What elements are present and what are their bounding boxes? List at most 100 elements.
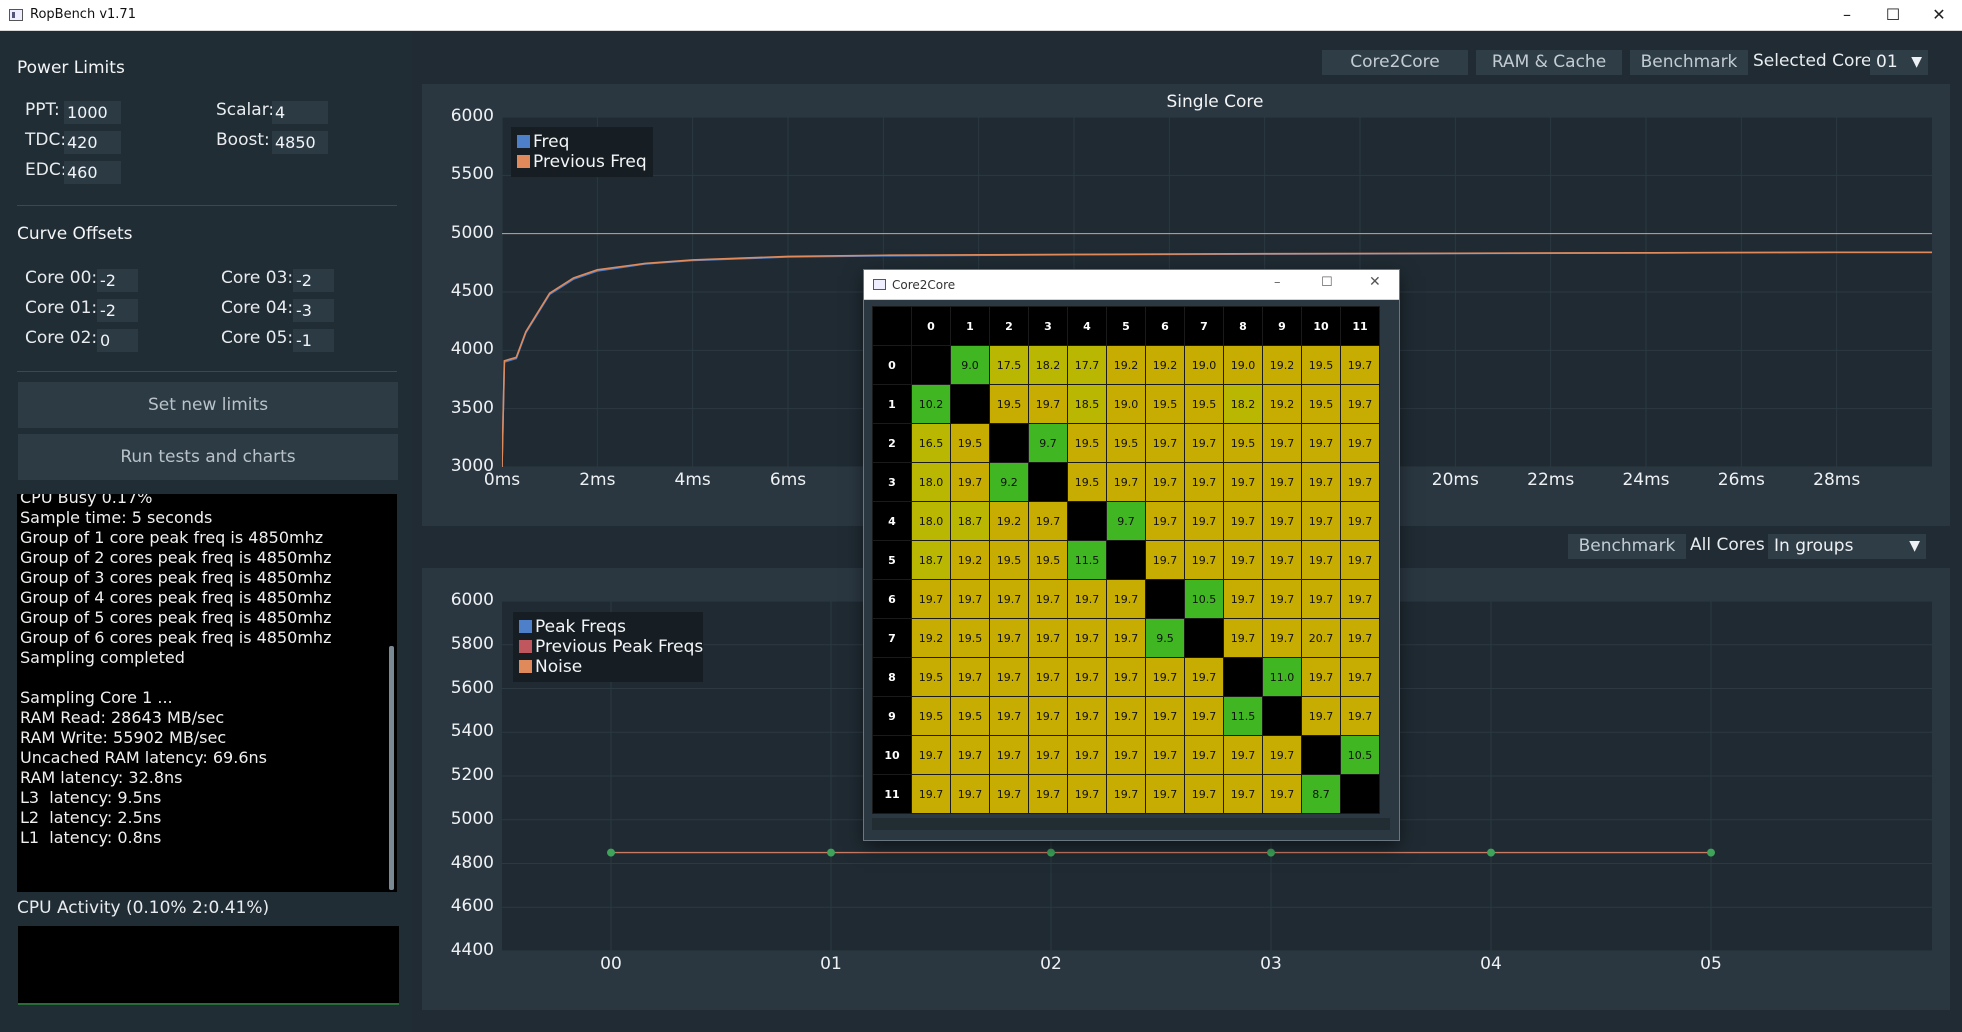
latency-cell: 19.7 <box>1301 423 1341 463</box>
latency-cell: 19.7 <box>1340 423 1380 463</box>
latency-cell: 19.7 <box>1145 501 1185 541</box>
previous-peak-freqs-swatch <box>519 640 532 653</box>
latency-cell: 19.7 <box>1340 579 1380 619</box>
latency-cell: 19.7 <box>950 735 990 775</box>
latency-cell <box>1301 735 1341 775</box>
core-00-label: Core 00: <box>25 268 98 288</box>
peak-freq-point <box>1267 848 1275 857</box>
log-line: Uncached RAM latency: 69.6ns <box>20 748 267 767</box>
y-tick-label: 5400 <box>450 721 494 742</box>
latency-cell: 9.7 <box>1106 501 1146 541</box>
latency-cell: 11.5 <box>1067 540 1107 580</box>
latency-cell: 19.7 <box>1262 462 1302 502</box>
latency-cell: 19.5 <box>950 618 990 658</box>
latency-cell: 19.7 <box>1301 657 1341 697</box>
minimize-button[interactable]: – <box>1843 5 1851 24</box>
latency-cell <box>1028 462 1068 502</box>
latency-cell: 19.5 <box>911 657 951 697</box>
table-row: 4 18.0 18.7 19.2 19.7 9.7 19.7 19.7 19.7 19.7 19.7… <box>872 501 1380 541</box>
latency-cell: 19.7 <box>950 579 990 619</box>
run-tests-button[interactable]: Run tests and charts <box>18 434 398 480</box>
peak-freq-point <box>1707 848 1715 857</box>
y-tick-label: 5000 <box>450 808 494 829</box>
latency-cell: 19.7 <box>989 657 1029 697</box>
mode-dropdown[interactable]: In groups ▼ <box>1768 534 1926 559</box>
close-button[interactable]: ✕ <box>1932 5 1946 24</box>
corner-cell <box>872 306 912 346</box>
latency-cell: 9.7 <box>1028 423 1068 463</box>
y-tick-label: 5800 <box>450 633 494 654</box>
cpu-activity-label: CPU Activity (0.10% 2:0.41%) <box>17 898 270 918</box>
x-tick-label: 26ms <box>1717 470 1765 490</box>
latency-cell: 19.5 <box>1223 423 1263 463</box>
latency-cell <box>1145 579 1185 619</box>
latency-cell: 19.7 <box>1262 501 1302 541</box>
row-header: 9 <box>872 696 912 736</box>
window-title: RopBench v1.71 <box>30 7 136 22</box>
y-tick-label: 5200 <box>450 765 494 785</box>
scalar-input[interactable]: 4 <box>272 101 328 124</box>
latency-cell: 19.7 <box>989 579 1029 619</box>
core-02-input[interactable]: 0 <box>97 329 138 352</box>
log-scrollbar[interactable] <box>389 646 394 890</box>
latency-cell: 19.7 <box>1145 540 1185 580</box>
table-row: 6 19.7 19.7 19.7 19.7 19.7 19.7 10.5 19.7 19.7 19.… <box>872 579 1380 619</box>
latency-cell: 19.7 <box>1184 501 1224 541</box>
latency-cell: 19.7 <box>1340 657 1380 697</box>
latency-cell: 19.7 <box>1262 735 1302 775</box>
latency-cell: 10.2 <box>911 384 951 424</box>
core-01-input[interactable]: -2 <box>97 299 138 322</box>
minimize-icon[interactable]: – <box>1274 275 1281 290</box>
table-row: 7 19.2 19.5 19.7 19.7 19.7 19.7 9.5 19.7 19.7 20.7… <box>872 618 1380 658</box>
tdc-input[interactable]: 420 <box>64 131 121 154</box>
y-tick-label: 4800 <box>450 852 494 873</box>
boost-input[interactable]: 4850 <box>272 131 328 154</box>
latency-cell: 16.5 <box>911 423 951 463</box>
latency-cell: 19.7 <box>1301 579 1341 619</box>
ram-cache-button[interactable]: RAM & Cache <box>1476 50 1622 75</box>
log-line: Group of 6 cores peak freq is 4850mhz <box>20 628 332 647</box>
core-04-input[interactable]: -3 <box>293 299 334 322</box>
selected-core-dropdown[interactable]: 01 ▼ <box>1870 50 1928 75</box>
latency-cell: 19.7 <box>1067 618 1107 658</box>
log-line: RAM Read: 28643 MB/sec <box>20 708 225 727</box>
y-tick-label: 4600 <box>450 896 494 917</box>
set-new-limits-button[interactable]: Set new limits <box>18 382 398 428</box>
mode-value: In groups <box>1774 536 1854 556</box>
latency-cell: 19.5 <box>1106 423 1146 463</box>
benchmark-button[interactable]: Benchmark <box>1630 50 1748 75</box>
latency-cell <box>1106 540 1146 580</box>
latency-cell <box>911 345 951 385</box>
log-output[interactable]: CPU Busy 0.17% Sample time: 5 seconds Gr… <box>17 494 397 892</box>
edc-input[interactable]: 460 <box>64 161 121 184</box>
latency-cell: 19.7 <box>1262 579 1302 619</box>
latency-cell: 19.7 <box>1028 501 1068 541</box>
latency-cell: 19.7 <box>1262 618 1302 658</box>
latency-cell <box>989 423 1029 463</box>
latency-cell: 19.7 <box>950 657 990 697</box>
latency-cell: 19.7 <box>1106 657 1146 697</box>
close-icon[interactable]: ✕ <box>1369 274 1381 290</box>
legend-freq-label: Freq <box>533 132 570 152</box>
tdc-label: TDC: <box>25 130 67 150</box>
benchmark-all-button[interactable]: Benchmark <box>1568 534 1686 559</box>
ppt-input[interactable]: 1000 <box>64 101 121 124</box>
core2core-scrollbar[interactable] <box>872 818 1390 830</box>
row-header: 3 <box>872 462 912 502</box>
core-05-label: Core 05: <box>221 328 294 348</box>
core-05-input[interactable]: -1 <box>293 329 334 352</box>
core-00-input[interactable]: -2 <box>97 269 138 292</box>
table-row: 0 9.0 17.5 18.2 17.7 19.2 19.2 19.0 19.0 19.2 19.5… <box>872 345 1380 385</box>
maximize-button[interactable]: ☐ <box>1885 5 1901 24</box>
triangle-down-icon: ▼ <box>1911 54 1922 70</box>
y-tick-label: 4400 <box>450 940 494 960</box>
maximize-icon[interactable]: ☐ <box>1321 275 1333 290</box>
core-03-input[interactable]: -2 <box>293 269 334 292</box>
core2core-button[interactable]: Core2Core <box>1322 50 1468 75</box>
column-header: 10 <box>1301 306 1341 346</box>
latency-cell: 19.7 <box>1340 384 1380 424</box>
row-header: 2 <box>872 423 912 463</box>
latency-cell: 19.7 <box>1028 579 1068 619</box>
latency-cell: 17.7 <box>1067 345 1107 385</box>
y-tick-label: 4500 <box>450 281 494 301</box>
